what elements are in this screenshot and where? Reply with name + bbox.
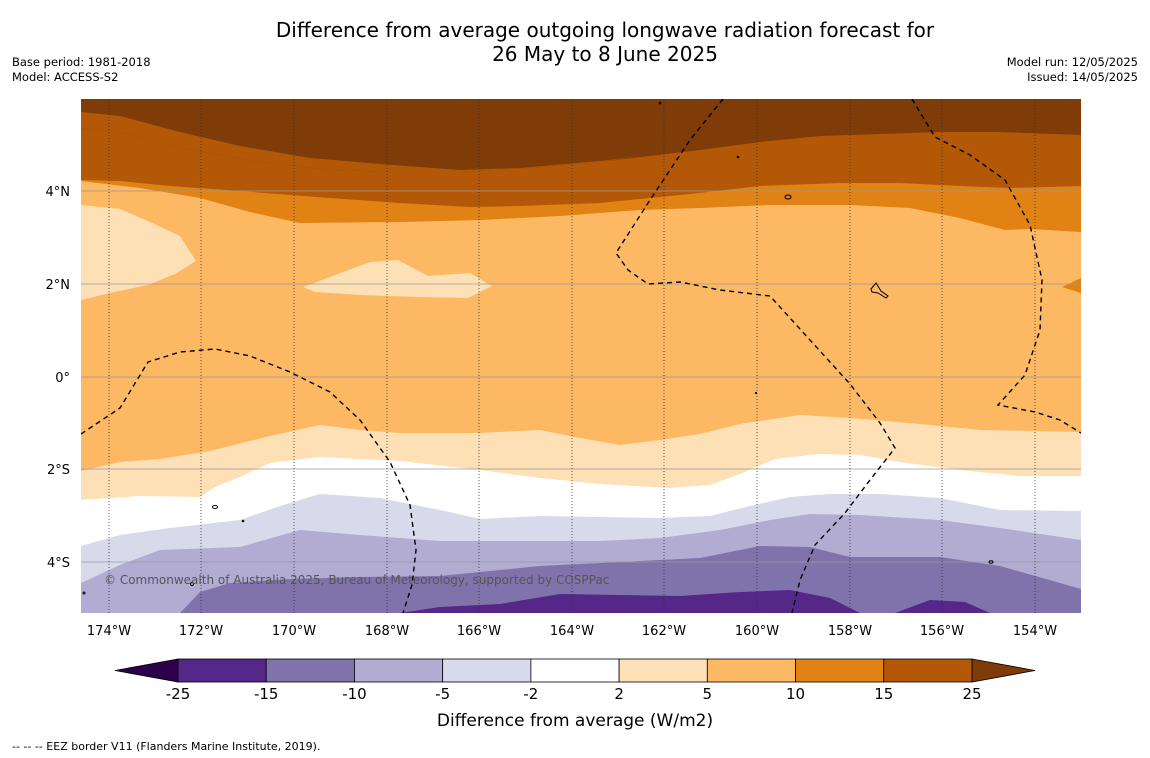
colorbar-tick-label: 5 [703,685,713,703]
anomaly-patch-east [1062,278,1081,293]
colorbar-tick-label: 15 [874,685,893,703]
meta-left: Base period: 1981-2018 Model: ACCESS-S2 [12,55,151,85]
colorbar-title: Difference from average (W/m2) [437,711,713,731]
chart-title: Difference from average outgoing longwav… [0,18,1150,66]
anomaly-band-minus25-minus15 [400,590,990,613]
eez-footnote: -- -- -- EEZ border V11 (Flanders Marine… [12,740,321,753]
lon-label: 158°W [828,624,872,639]
lon-label: 174°W [87,624,131,639]
colorbar-tick-label: -15 [254,685,279,703]
lat-label-2n: 2°N [46,278,71,293]
colorbar-tick-label: 25 [962,685,981,703]
colorbar-segment [706,658,796,683]
anomaly-top-strip [81,112,640,172]
lon-label: 154°W [1013,624,1057,639]
issued-date: Issued: 14/05/2025 [1027,70,1138,84]
lat-label-4s: 4°S [47,556,70,571]
lat-label-0: 0° [55,371,70,386]
colorbar-segment [354,658,444,683]
colorbar-tick-label: -5 [435,685,450,703]
colorbar-segment [530,658,620,683]
anomaly-band-over-25 [81,99,1081,172]
lon-label: 166°W [457,624,501,639]
model-name: Model: ACCESS-S2 [12,70,119,84]
colorbar-tick-label: 2 [614,685,624,703]
colorbar-segment [883,658,973,683]
colorbar: -25 -15 -10 -5 -2 2 5 10 15 25 Difference from av… [114,658,1036,731]
lat-label-2s: 2°S [47,463,70,478]
meta-right: Model run: 12/05/2025 Issued: 14/05/2025 [1007,55,1138,85]
colorbar-segment [265,658,355,683]
colorbar-under-arrow [114,658,179,683]
colorbar-segment [618,658,708,683]
base-period: Base period: 1981-2018 [12,55,151,69]
colorbar-tick-label: -10 [342,685,367,703]
lon-label: 170°W [272,624,316,639]
colorbar-over-arrow [971,658,1036,683]
lon-label: 172°W [179,624,223,639]
anomaly-band-minus15-minus10 [180,546,1081,613]
anomaly-patch-central [303,260,492,298]
lat-label-4n: 4°N [46,185,71,200]
lat-gridlines [81,190,1081,563]
title-line-1: Difference from average outgoing longwav… [275,18,935,42]
colorbar-tick-label: 10 [786,685,805,703]
islands [82,101,994,595]
map-plot-area: © Commonwealth of Australia 2025, Bureau… [81,99,1081,613]
colorbar-segment [795,658,885,683]
eez-borders [81,99,1081,613]
title-line-2: 26 May to 8 June 2025 [492,42,718,66]
copyright-notice: © Commonwealth of Australia 2025, Bureau… [104,573,609,587]
colorbar-segment [177,658,267,683]
lat-labels: 4°N 2°N 0° 2°S 4°S [46,185,71,571]
colorbar-tick-label: -25 [166,685,191,703]
lon-label: 160°W [735,624,779,639]
colorbar-tick-label: -2 [523,685,538,703]
colorbar-segment [442,658,532,683]
lon-label: 156°W [920,624,964,639]
lon-label: 168°W [365,624,409,639]
lon-label: 164°W [550,624,594,639]
model-run: Model run: 12/05/2025 [1006,55,1138,69]
lon-labels: 174°W 172°W 170°W 168°W 166°W 164°W 162°… [87,624,1057,639]
lon-label: 162°W [642,624,686,639]
colorbar-segments [177,658,973,683]
anomaly-patch-west [81,205,196,300]
colorbar-labels: -25 -15 -10 -5 -2 2 5 10 15 25 [166,685,982,703]
